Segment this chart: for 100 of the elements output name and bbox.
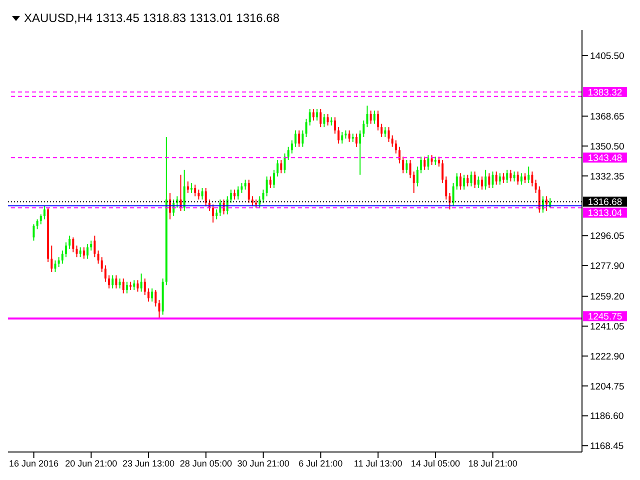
ref-line-label: 1313.04	[588, 208, 622, 220]
candlestick	[50, 245, 53, 272]
candlestick	[334, 116, 336, 134]
candlestick	[323, 113, 326, 128]
x-tick-label: 28 Jun 05:00	[180, 458, 232, 468]
candlestick	[40, 214, 42, 225]
y-tick-label: 1405.50	[590, 50, 624, 62]
candlestick	[546, 196, 548, 212]
candlestick	[470, 171, 472, 187]
candlestick	[326, 113, 329, 126]
candlestick	[305, 118, 308, 138]
candlestick	[427, 154, 430, 170]
candlestick	[90, 240, 92, 252]
ref-line-label: 1383.32	[588, 88, 622, 99]
candlestick	[32, 224, 35, 242]
y-tick-label: 1332.35	[590, 171, 624, 182]
candlestick	[463, 174, 466, 190]
candlestick	[115, 274, 118, 289]
candlestick	[112, 274, 114, 289]
x-tick-label: 6 Jul 21:00	[298, 458, 343, 468]
candlestick	[520, 172, 522, 186]
candlestick	[448, 192, 451, 210]
candlestick	[420, 156, 422, 174]
candlestick	[341, 132, 344, 144]
candlestick	[506, 169, 508, 184]
candlestick	[502, 172, 505, 184]
y-tick-label: 1259.20	[590, 292, 624, 303]
x-tick-label: 11 Jul 13:00	[354, 458, 402, 468]
candlestick	[36, 218, 38, 230]
candlestick	[190, 182, 193, 194]
candlestick	[76, 245, 78, 258]
x-tick-label: 23 Jun 13:00	[122, 458, 175, 468]
candlestick	[183, 169, 186, 212]
candlestick	[290, 140, 293, 154]
x-tick-label: 20 Jun 21:00	[65, 458, 118, 468]
candlestick	[234, 189, 236, 200]
candlestick	[79, 246, 82, 258]
candlestick	[402, 156, 404, 174]
candlestick	[266, 176, 268, 197]
candlestick	[258, 196, 261, 208]
candlestick	[276, 160, 279, 177]
candlestick	[216, 208, 218, 220]
candlestick	[412, 171, 415, 194]
x-tick-label: 18 Jul 21:00	[468, 458, 518, 468]
candlestick	[534, 179, 537, 194]
x-tick-label: 16 Jun 2016	[9, 458, 59, 468]
candlestick	[136, 280, 139, 292]
candlestick	[406, 160, 408, 174]
y-tick-label: 1186.60	[590, 411, 624, 422]
chart-title: XAUUSD,H4 1313.45 1318.83 1313.01 1316.68	[24, 11, 280, 25]
candlestick	[477, 176, 480, 189]
x-tick-label: 14 Jul 05:00	[410, 458, 460, 468]
candlestick	[287, 146, 290, 161]
candlestick	[212, 204, 214, 224]
candlestick	[194, 184, 196, 197]
candlestick	[240, 182, 243, 194]
ref-line-label: 1245.75	[588, 312, 622, 323]
candlestick	[308, 108, 311, 126]
y-tick-label: 1222.90	[590, 351, 624, 362]
candlestick	[495, 171, 498, 186]
candlestick	[176, 196, 178, 208]
candlestick	[492, 171, 494, 189]
candlestick	[456, 172, 458, 190]
candlestick	[122, 278, 124, 294]
candlestick	[524, 172, 526, 184]
candlestick	[348, 130, 350, 142]
candlestick	[118, 278, 121, 289]
candlestick	[186, 180, 189, 194]
candlestick	[370, 110, 372, 124]
candlestick	[126, 281, 128, 294]
candlestick	[376, 110, 379, 131]
candlestick	[452, 182, 454, 207]
candlestick	[484, 169, 487, 190]
candlestick	[394, 140, 397, 154]
candlestick	[416, 166, 418, 187]
candlestick	[280, 160, 282, 174]
candlestick	[61, 250, 64, 264]
y-tick-label: 1204.75	[590, 381, 624, 392]
candlestick	[498, 172, 501, 186]
candlestick	[380, 123, 383, 138]
candlestick	[294, 130, 297, 148]
candlestick	[362, 120, 365, 138]
candlestick	[54, 260, 56, 272]
candlestick	[298, 130, 300, 148]
candlestick	[438, 156, 440, 168]
candlestick	[72, 236, 74, 253]
candlestick	[108, 274, 110, 289]
candlestick	[104, 264, 106, 282]
candlestick	[366, 105, 368, 128]
candlestick	[488, 172, 490, 189]
candlestick	[201, 188, 204, 200]
candlestick	[144, 278, 146, 296]
candlestick	[445, 176, 448, 200]
ref-line-label: 1316.68	[588, 197, 622, 208]
y-tick-label: 1241.05	[590, 322, 624, 333]
candlestick	[355, 133, 358, 148]
candlestick	[147, 288, 150, 302]
candlestick	[459, 172, 462, 190]
candlestick	[64, 242, 67, 258]
candlestick	[513, 171, 516, 182]
